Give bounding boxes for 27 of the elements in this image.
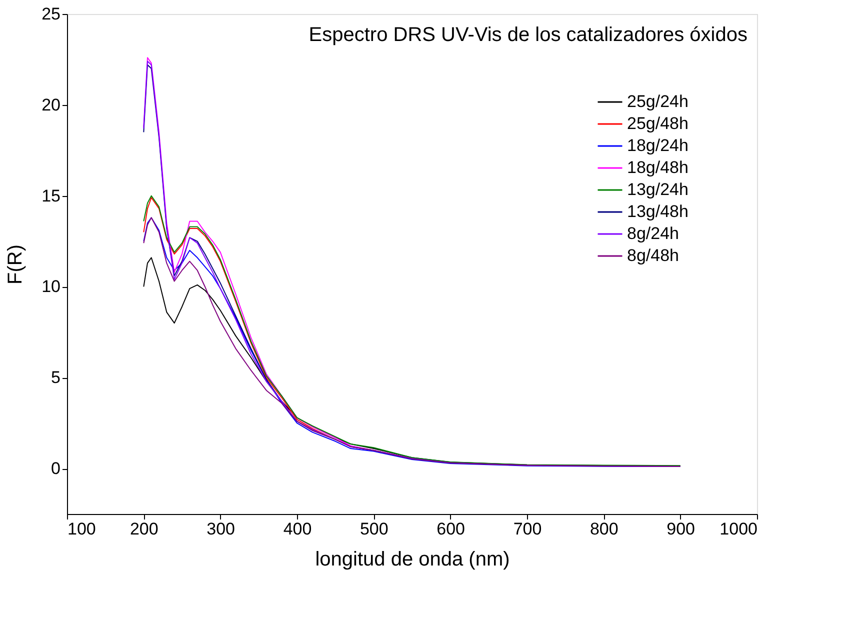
y-tick-label: 20	[42, 95, 60, 114]
y-tick-label: 5	[51, 368, 60, 388]
x-tick-label: 300	[206, 520, 236, 538]
legend-label: 13g/48h	[627, 202, 688, 221]
x-axis-title: longitud de onda (nm)	[315, 548, 510, 570]
legend-label: 18g/24h	[627, 136, 688, 155]
y-tick-label: 25	[42, 4, 60, 24]
legend-label: 18g/48h	[627, 158, 688, 177]
legend-label: 8g/24h	[627, 224, 679, 243]
x-tick-label: 900	[666, 520, 696, 538]
y-tick-label: 15	[42, 186, 60, 206]
legend-label: 25g/48h	[627, 114, 688, 133]
text: Espectro DRS UV-Vis de los catalizadores óxidos	[308, 24, 748, 46]
x-tick-label: 700	[513, 520, 542, 538]
x-tick-label: 1000	[720, 520, 758, 538]
y-tick-label: 10	[42, 277, 60, 296]
x-tick-label: 100	[68, 520, 96, 538]
y-tick-label: 0	[51, 459, 60, 478]
x-tick-label: 800	[590, 520, 618, 538]
legend-label: 25g/24h	[627, 92, 688, 111]
x-tick-label: 200	[130, 520, 158, 538]
legend-label: 13g/24h	[627, 180, 688, 199]
x-tick-label: 600	[436, 520, 466, 538]
x-tick-label: 500	[360, 520, 388, 538]
x-tick-label: 400	[283, 520, 312, 538]
y-axis-title: F(R)	[4, 244, 27, 284]
legend-label: 8g/48h	[627, 246, 679, 265]
